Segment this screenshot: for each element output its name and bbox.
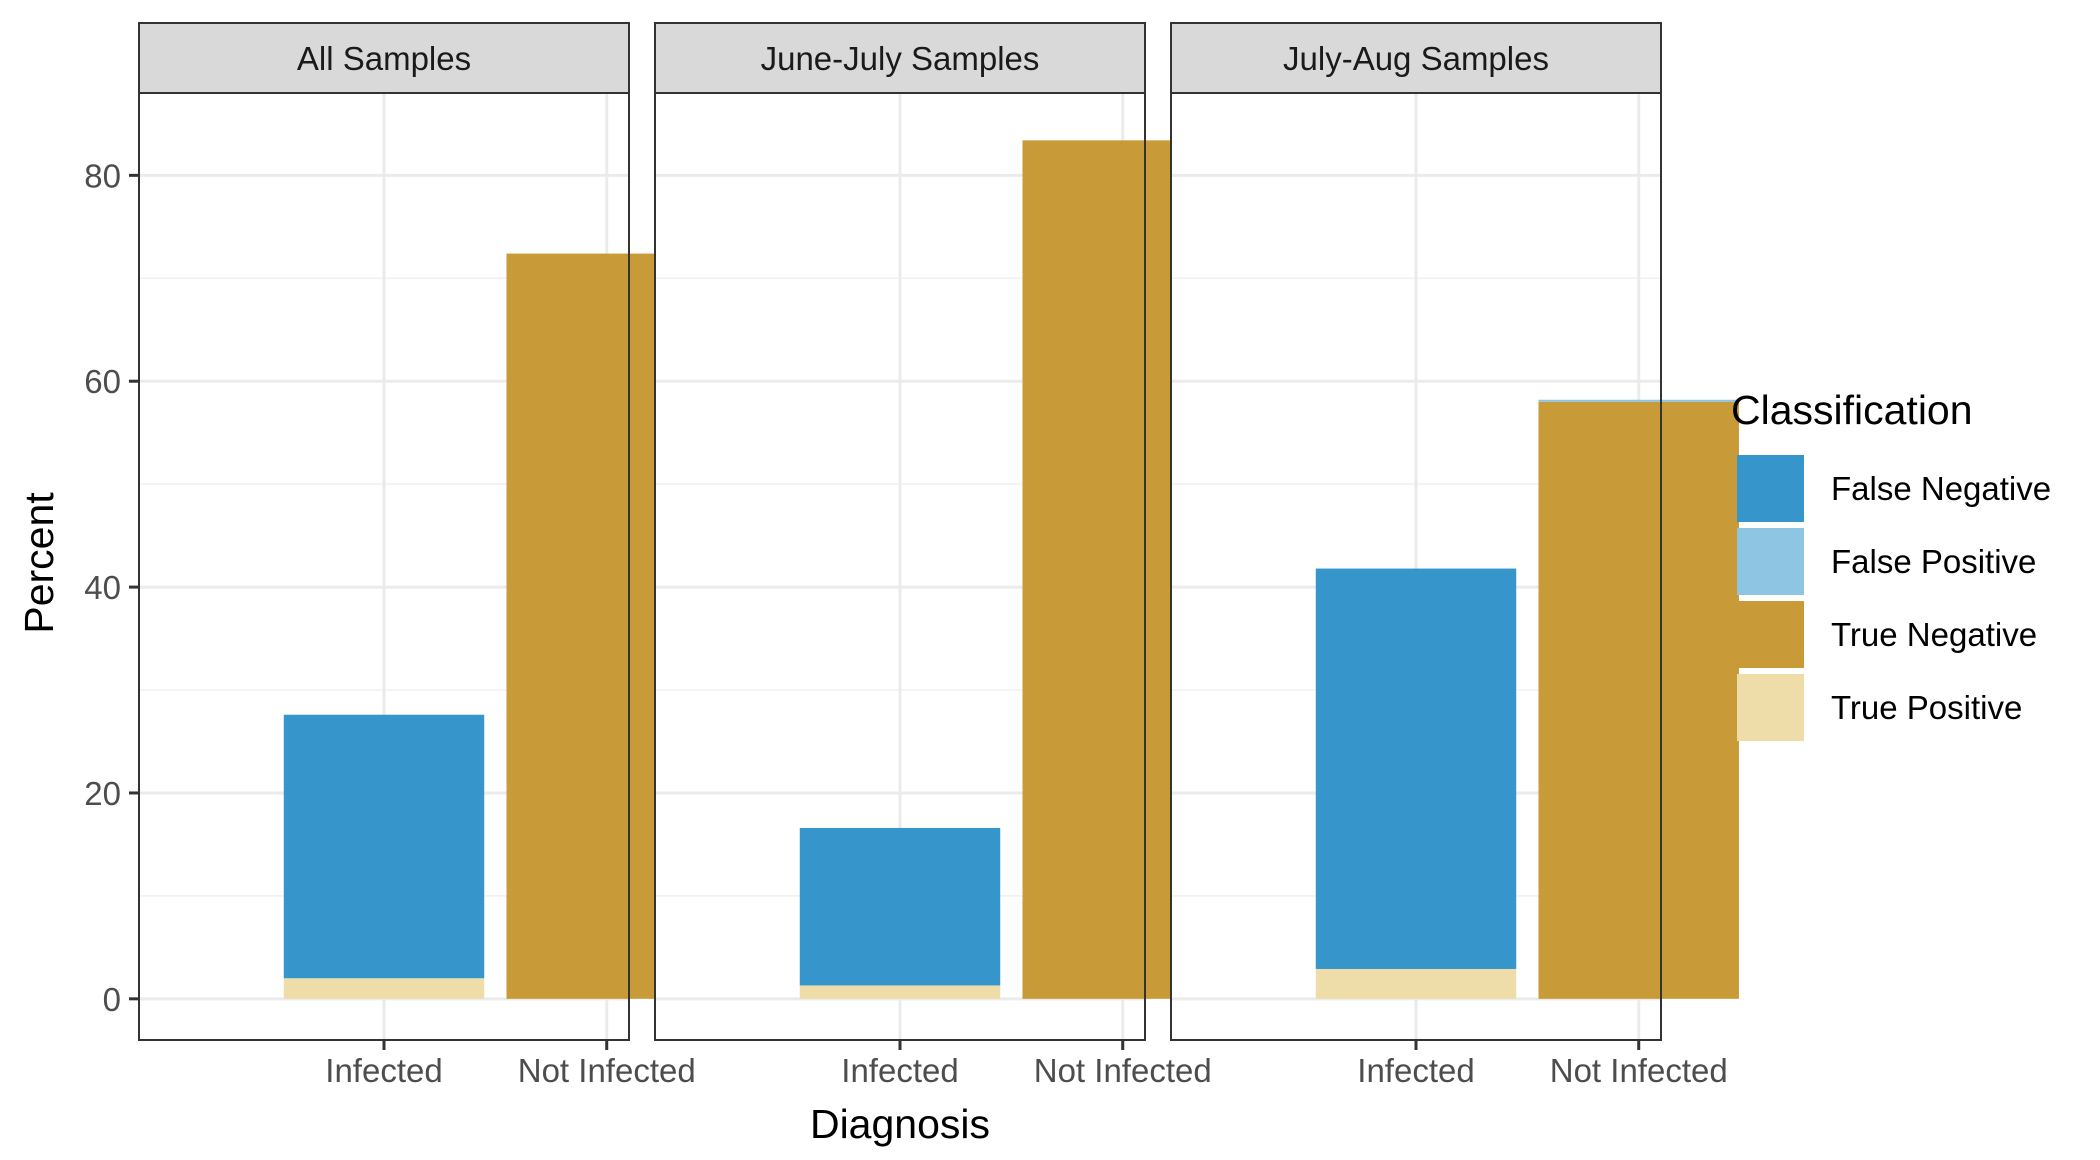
legend-title: Classification: [1731, 387, 1973, 433]
x-tick-label: Infected: [325, 1052, 442, 1089]
facet-panel: All Samples Infected Not Infected 0 20 40 60 80: [84, 22, 707, 1089]
x-tick-label: Not Infected: [518, 1052, 696, 1089]
legend-label: False Negative: [1831, 470, 2051, 507]
bar-segment-false-negative: [799, 827, 1001, 986]
x-tick-label: Not Infected: [1034, 1052, 1212, 1089]
y-tick-label: 40: [84, 569, 121, 606]
legend-key-true-positive: [1737, 674, 1804, 741]
strip-background: [1170, 22, 1662, 94]
strip-background: [138, 22, 630, 94]
facet-panels: All Samples Infected Not Infected 0 20 40 60 80…: [84, 22, 1739, 1089]
x-tick-label: Infected: [841, 1052, 958, 1089]
bar-segment-false-negative: [1315, 568, 1517, 969]
x-tick-label: Not Infected: [1550, 1052, 1728, 1089]
panel-title: July-Aug Samples: [1283, 40, 1549, 77]
y-tick-label: 80: [84, 157, 121, 194]
facet-panel: June-July Samples Infected Not Infected: [654, 22, 1223, 1089]
y-axis-title: Percent: [16, 492, 62, 634]
panel-title: June-July Samples: [761, 40, 1040, 77]
x-axis-title: Diagnosis: [810, 1101, 990, 1147]
legend-key-false-negative: [1737, 455, 1804, 522]
y-tick-label: 0: [103, 981, 121, 1018]
bar-segment-false-negative: [283, 714, 485, 979]
facet-panel: July-Aug Samples Infected Not Infected: [1170, 22, 1739, 1089]
panel-title: All Samples: [297, 40, 471, 77]
bar-segment-true-positive: [799, 985, 1001, 999]
legend-key-true-negative: [1737, 601, 1804, 668]
y-tick-label: 60: [84, 363, 121, 400]
bar-segment-true-positive: [1315, 968, 1517, 999]
legend-label: True Negative: [1831, 616, 2037, 653]
legend-label: False Positive: [1831, 543, 2036, 580]
strip-background: [654, 22, 1146, 94]
legend-label: True Positive: [1831, 689, 2022, 726]
bar-segment-true-negative: [1538, 401, 1739, 999]
legend-key-false-positive: [1737, 528, 1804, 595]
y-tick-label: 20: [84, 775, 121, 812]
x-tick-label: Infected: [1357, 1052, 1474, 1089]
bar-segment-false-positive: [1538, 399, 1739, 402]
bar-segment-true-positive: [283, 978, 485, 999]
legend: Classification False Negative False Posit…: [1731, 387, 2051, 741]
